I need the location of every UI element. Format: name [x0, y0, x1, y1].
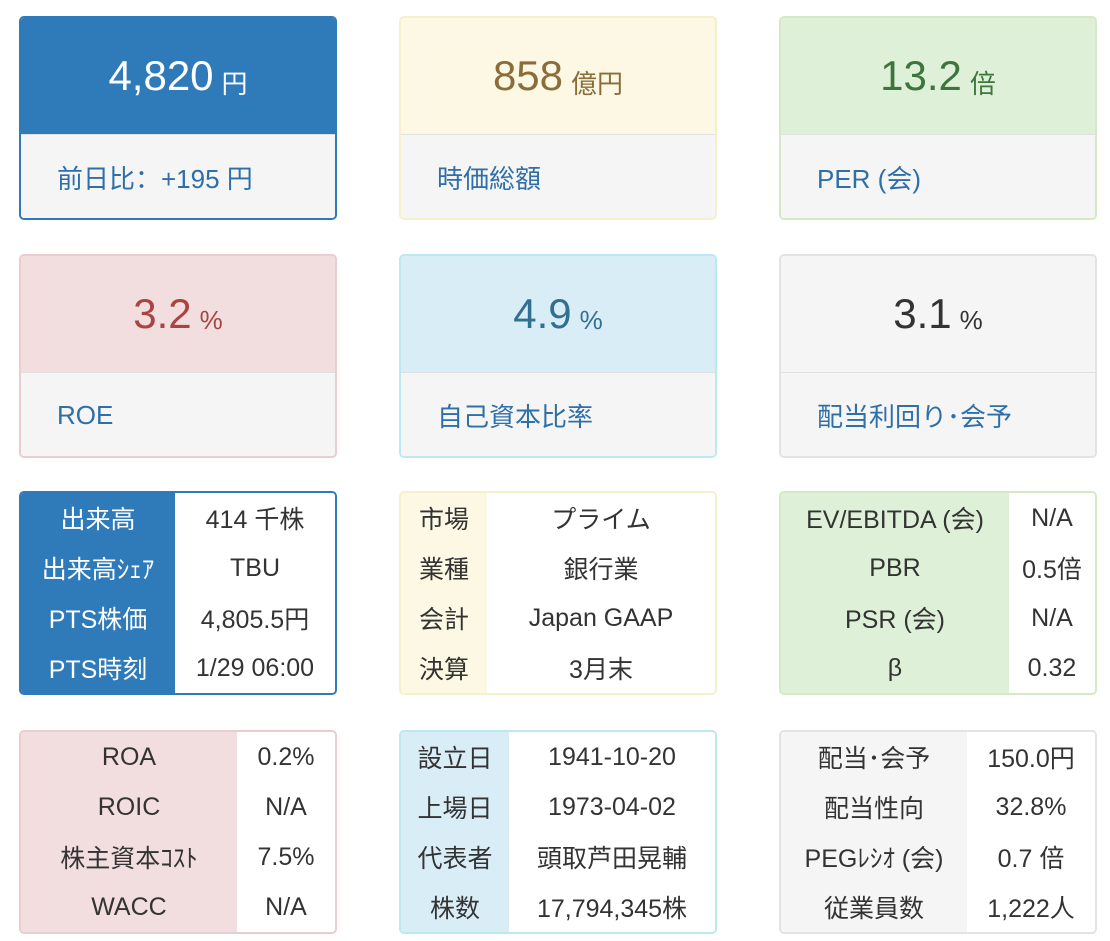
volume-label: 出来高 [21, 493, 175, 543]
employees-value: 1,222人 [967, 882, 1095, 932]
dividend-value: 150.0円 [967, 732, 1095, 782]
table-row: β 0.32 [781, 643, 1095, 693]
table-row: PTS株価 4,805.5円 [21, 593, 335, 643]
listed-value: 1973-04-02 [509, 782, 715, 832]
roa-value: 0.2% [237, 732, 335, 782]
table-row: PEGﾚｼｵ (会) 0.7 倍 [781, 832, 1095, 882]
equity-ratio-link[interactable]: 自己資本比率 [401, 372, 715, 456]
table-row: PSR (会) N/A [781, 593, 1095, 643]
stock-price-card: 4,820 円 前日比：+195 円 [19, 16, 337, 220]
market-label: 市場 [401, 493, 487, 543]
table-row: 設立日 1941-10-20 [401, 732, 715, 782]
pbr-label: PBR [781, 543, 1009, 593]
cost-of-equity-label: 株主資本ｺｽﾄ [21, 832, 237, 882]
table-row: EV/EBITDA (会) N/A [781, 493, 1095, 543]
table-row: ROIC N/A [21, 782, 335, 832]
table-row: 代表者 頭取芦田晃輔 [401, 832, 715, 882]
table-row: 市場 プライム [401, 493, 715, 543]
shares-value: 17,794,345株 [509, 882, 715, 932]
ev-ebitda-value: N/A [1009, 493, 1095, 543]
return-table: ROA 0.2% ROIC N/A 株主資本ｺｽﾄ 7.5% WACC N/A [19, 730, 337, 934]
listed-label: 上場日 [401, 782, 509, 832]
fiscal-label: 決算 [401, 643, 487, 693]
dividend-table: 配当･会予 150.0円 配当性向 32.8% PEGﾚｼｵ (会) 0.7 倍 従業… [779, 730, 1097, 934]
table-row: WACC N/A [21, 882, 335, 932]
table-row: 配当性向 32.8% [781, 782, 1095, 832]
per-link[interactable]: PER (会) [781, 134, 1095, 218]
cost-of-equity-value: 7.5% [237, 832, 335, 882]
representative-label: 代表者 [401, 832, 509, 882]
table-row: 配当･会予 150.0円 [781, 732, 1095, 782]
psr-value: N/A [1009, 593, 1095, 643]
roic-value: N/A [237, 782, 335, 832]
table-row: 業種 銀行業 [401, 543, 715, 593]
beta-label: β [781, 643, 1009, 693]
market-value: プライム [487, 493, 715, 543]
employees-label: 従業員数 [781, 882, 967, 932]
founded-value: 1941-10-20 [509, 732, 715, 782]
market-cap-link[interactable]: 時価総額 [401, 134, 715, 218]
roe-card: 3.2% ROE [19, 254, 337, 458]
market-cap-card: 858 億円 時価総額 [399, 16, 717, 220]
pbr-value: 0.5倍 [1009, 543, 1095, 593]
table-row: 株主資本ｺｽﾄ 7.5% [21, 832, 335, 882]
representative-value: 頭取芦田晃輔 [509, 832, 715, 882]
table-row: PBR 0.5倍 [781, 543, 1095, 593]
roa-label: ROA [21, 732, 237, 782]
roe-value: 3.2% [21, 256, 335, 372]
psr-label: PSR (会) [781, 593, 1009, 643]
table-row: PTS時刻 1/29 06:00 [21, 643, 335, 693]
volume-table: 出来高 414 千株 出来高ｼｪｱ TBU PTS株価 4,805.5円 PTS時刻 1… [19, 491, 337, 695]
market-cap-value: 858 億円 [401, 18, 715, 134]
pts-time-link[interactable]: 1/29 06:00 [175, 643, 335, 693]
founded-label: 設立日 [401, 732, 509, 782]
volume-share-value: TBU [175, 543, 335, 593]
wacc-value: N/A [237, 882, 335, 932]
table-row: ROA 0.2% [21, 732, 335, 782]
payout-ratio-value: 32.8% [967, 782, 1095, 832]
pts-price-link[interactable]: 4,805.5円 [175, 593, 335, 643]
dividend-yield-card: 3.1% 配当利回り･会予 [779, 254, 1097, 458]
dividend-label: 配当･会予 [781, 732, 967, 782]
table-row: 株数 17,794,345株 [401, 882, 715, 932]
table-row: 上場日 1973-04-02 [401, 782, 715, 832]
accounting-label: 会計 [401, 593, 487, 643]
wacc-label: WACC [21, 882, 237, 932]
stock-price-value: 4,820 円 [21, 18, 335, 134]
ev-ebitda-label: EV/EBITDA (会) [781, 493, 1009, 543]
equity-ratio-card: 4.9% 自己資本比率 [399, 254, 717, 458]
table-row: 決算 3月末 [401, 643, 715, 693]
peg-ratio-label: PEGﾚｼｵ (会) [781, 832, 967, 882]
accounting-value: Japan GAAP [487, 593, 715, 643]
dividend-yield-value: 3.1% [781, 256, 1095, 372]
table-row: 会計 Japan GAAP [401, 593, 715, 643]
fiscal-value: 3月末 [487, 643, 715, 693]
roic-label: ROIC [21, 782, 237, 832]
company-info-table: 設立日 1941-10-20 上場日 1973-04-02 代表者 頭取芦田晃輔 株数… [399, 730, 717, 934]
table-row: 従業員数 1,222人 [781, 882, 1095, 932]
pts-price-label: PTS株価 [21, 593, 175, 643]
valuation-table: EV/EBITDA (会) N/A PBR 0.5倍 PSR (会) N/A β 0.3… [779, 491, 1097, 695]
equity-ratio-value: 4.9% [401, 256, 715, 372]
volume-value: 414 千株 [175, 493, 335, 543]
volume-share-label: 出来高ｼｪｱ [21, 543, 175, 593]
price-change-label: 前日比：+195 円 [21, 134, 335, 218]
shares-label: 株数 [401, 882, 509, 932]
table-row: 出来高 414 千株 [21, 493, 335, 543]
per-card: 13.2 倍 PER (会) [779, 16, 1097, 220]
per-value: 13.2 倍 [781, 18, 1095, 134]
pts-time-label: PTS時刻 [21, 643, 175, 693]
industry-label: 業種 [401, 543, 487, 593]
dividend-yield-link[interactable]: 配当利回り･会予 [781, 372, 1095, 456]
roe-link[interactable]: ROE [21, 372, 335, 456]
beta-value: 0.32 [1009, 643, 1095, 693]
peg-ratio-value: 0.7 倍 [967, 832, 1095, 882]
table-row: 出来高ｼｪｱ TBU [21, 543, 335, 593]
industry-link[interactable]: 銀行業 [487, 543, 715, 593]
market-info-table: 市場 プライム 業種 銀行業 会計 Japan GAAP 決算 3月末 [399, 491, 717, 695]
payout-ratio-label: 配当性向 [781, 782, 967, 832]
